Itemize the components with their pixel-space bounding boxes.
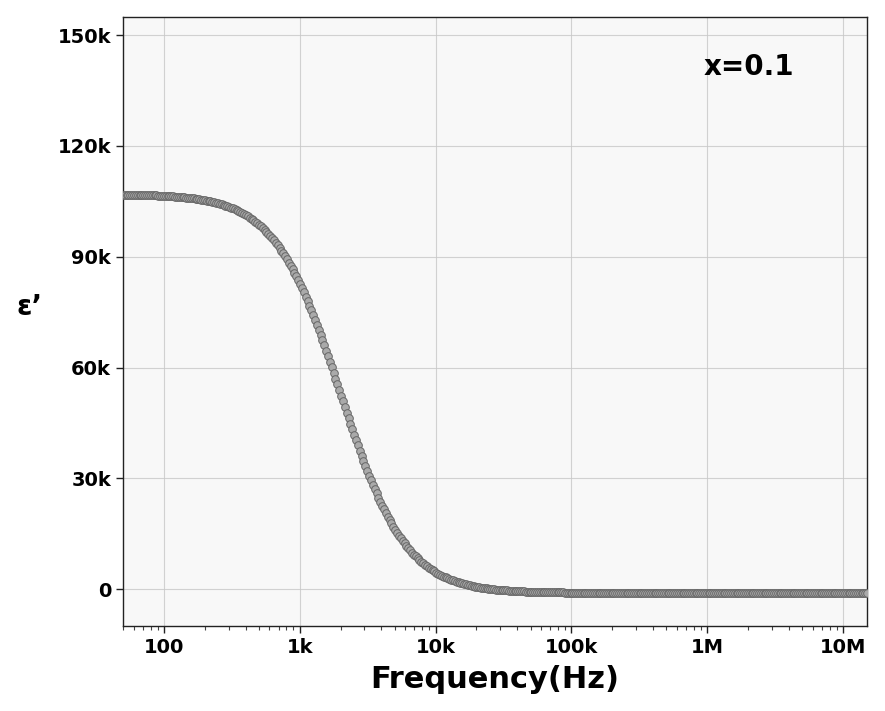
Y-axis label: ε’: ε’ <box>17 294 42 321</box>
X-axis label: Frequency(Hz): Frequency(Hz) <box>371 665 620 695</box>
Text: x=0.1: x=0.1 <box>704 53 794 81</box>
